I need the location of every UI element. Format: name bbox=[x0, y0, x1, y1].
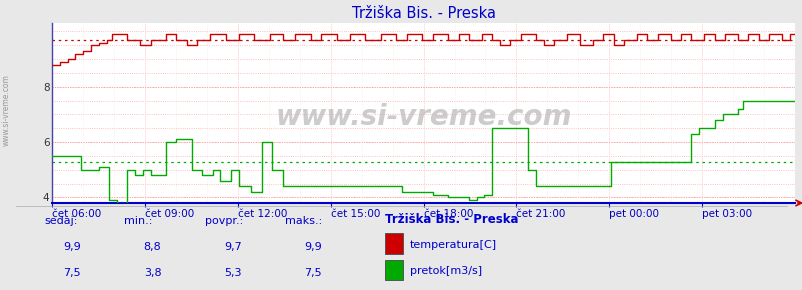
Text: pretok[m3/s]: pretok[m3/s] bbox=[409, 266, 481, 276]
Text: 7,5: 7,5 bbox=[63, 269, 81, 278]
Text: 8,8: 8,8 bbox=[144, 242, 161, 252]
Text: 7,5: 7,5 bbox=[304, 269, 322, 278]
Text: 5,3: 5,3 bbox=[224, 269, 241, 278]
Text: www.si-vreme.com: www.si-vreme.com bbox=[275, 103, 571, 131]
Text: maks.:: maks.: bbox=[285, 216, 322, 226]
Text: temperatura[C]: temperatura[C] bbox=[409, 240, 496, 250]
Text: 9,9: 9,9 bbox=[63, 242, 81, 252]
Text: www.si-vreme.com: www.si-vreme.com bbox=[2, 74, 11, 146]
Text: min.:: min.: bbox=[124, 216, 152, 226]
Text: Tržiška Bis. - Preska: Tržiška Bis. - Preska bbox=[385, 213, 518, 226]
Title: Tržiška Bis. - Preska: Tržiška Bis. - Preska bbox=[351, 6, 495, 21]
Text: sedaj:: sedaj: bbox=[44, 216, 78, 226]
Text: 9,7: 9,7 bbox=[224, 242, 241, 252]
Text: povpr.:: povpr.: bbox=[205, 216, 243, 226]
Text: 9,9: 9,9 bbox=[304, 242, 322, 252]
Text: 3,8: 3,8 bbox=[144, 269, 161, 278]
